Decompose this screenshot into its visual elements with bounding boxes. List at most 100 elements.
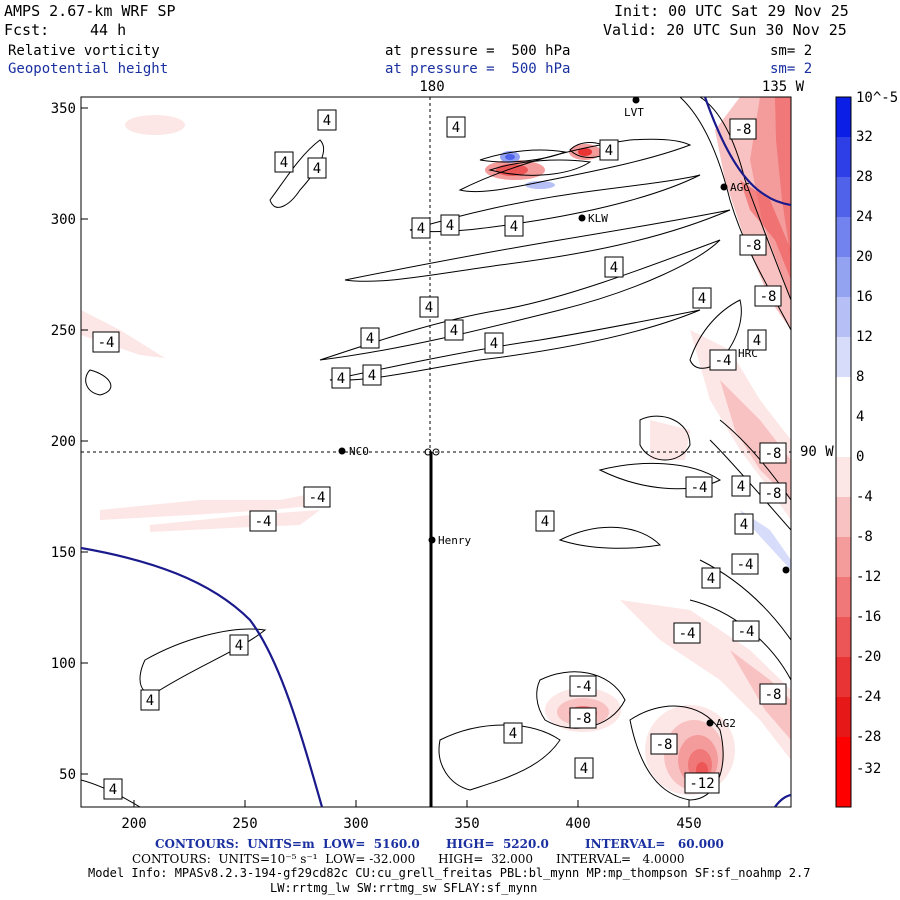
contour-label: 4: [574, 757, 594, 779]
colorbar-swatch: [836, 697, 851, 737]
station-marker: [632, 96, 640, 104]
contour-label: -4: [732, 620, 760, 642]
colorbar-swatch: [836, 217, 851, 257]
contour-label: 4: [411, 217, 431, 239]
contour-label: 4: [331, 367, 351, 389]
contour-label: 4: [734, 513, 754, 535]
station-label: AG2: [716, 717, 736, 730]
svg-text:4: 4: [337, 371, 345, 387]
contour-label: 4: [444, 319, 464, 341]
y-tick-label: 50: [59, 767, 76, 783]
colorbar-label: -20: [856, 649, 881, 665]
contour-label: -4: [303, 486, 331, 508]
svg-text:4: 4: [605, 143, 613, 159]
svg-text:4: 4: [510, 219, 518, 235]
y-tick-label: 100: [51, 656, 76, 672]
contour-label: -8: [759, 442, 787, 464]
svg-text:4: 4: [417, 221, 425, 237]
contour-label: -4: [92, 331, 120, 353]
contour-label: -4: [249, 510, 277, 532]
contour-label: 4: [504, 215, 524, 237]
x-tick-label: 300: [343, 816, 368, 832]
x-tick-label: 200: [121, 816, 146, 832]
svg-text:-8: -8: [735, 122, 752, 138]
colorbar-label: 12: [856, 329, 873, 345]
station-label: Henry: [438, 534, 471, 547]
colorbar-swatch: [836, 737, 851, 807]
y-tick-label: 200: [51, 434, 76, 450]
grid-lines: [81, 97, 791, 453]
contour-label: 4: [140, 689, 160, 711]
contour-label: 4: [360, 327, 380, 349]
svg-text:-8: -8: [575, 711, 592, 727]
station-marker: [782, 566, 790, 574]
svg-text:4: 4: [146, 693, 154, 709]
station-label: LVT: [624, 106, 644, 119]
svg-text:4: 4: [368, 368, 376, 384]
field1-smoothing: sm= 2: [770, 43, 813, 59]
contour-label: 4: [535, 510, 555, 532]
contour-label: -4: [685, 476, 713, 498]
x-axis-labels: 200 250 300 350 400 450: [121, 816, 701, 832]
svg-text:4: 4: [109, 782, 117, 798]
svg-text:4: 4: [580, 761, 588, 777]
station-label: NCO: [349, 445, 369, 458]
colorbar-swatch: [836, 297, 851, 337]
contour-label: 4: [103, 778, 123, 800]
contour-label: 4: [446, 116, 466, 138]
meridian-90w-label: 90 W: [800, 444, 834, 460]
colorbar-label: 20: [856, 249, 873, 265]
contour-label: -4: [709, 349, 737, 371]
svg-text:4: 4: [313, 161, 321, 177]
svg-text:4: 4: [452, 120, 460, 136]
x-tick-label: 350: [454, 816, 479, 832]
colorbar-label: 8: [856, 369, 864, 385]
colorbar-swatch: [836, 137, 851, 177]
contour-label: 4: [440, 214, 460, 236]
contour-label: 4: [503, 722, 523, 744]
svg-text:4: 4: [509, 726, 517, 742]
grid-marker: [424, 448, 432, 456]
vorticity-shading: [81, 97, 791, 795]
field1-level: at pressure = 500 hPa: [385, 43, 571, 59]
station-marker: [338, 447, 346, 455]
svg-text:4: 4: [366, 331, 374, 347]
contour-label: 4: [692, 287, 712, 309]
footer-height-contours: CONTOURS: UNITS=m LOW= 5160.0: [155, 837, 420, 851]
field2-smoothing: sm= 2: [770, 61, 813, 77]
contour-label: 4: [419, 296, 439, 318]
svg-text:-4: -4: [715, 353, 732, 369]
station-marker: [706, 719, 714, 727]
contour-label: 4: [274, 151, 294, 173]
svg-text:-4: -4: [737, 557, 754, 573]
svg-text:4: 4: [740, 517, 748, 533]
contour-label: -4: [569, 675, 597, 697]
station-marker: [720, 183, 728, 191]
colorbar-label: 0: [856, 449, 864, 465]
meridian-135w-label: 135 W: [762, 79, 805, 95]
meridian-180-label: 180: [419, 79, 444, 95]
footer-vorticity-contours: CONTOURS: UNITS=10⁻⁵ s⁻¹ LOW= -32.000 HI…: [132, 852, 685, 866]
contour-label: -12: [684, 772, 720, 794]
footer-height-interval: INTERVAL= 60.000: [585, 837, 724, 851]
valid-time: Valid: 20 UTC Sun 30 Nov 25: [603, 21, 847, 39]
y-tick-label: 350: [51, 101, 76, 117]
colorbar-swatch: [836, 377, 851, 457]
station-label: KLW: [588, 212, 608, 225]
footer-model-info: Model Info: MPASv8.2.3-194-gf29cd82c CU:…: [88, 866, 811, 880]
colorbar-swatch: [836, 177, 851, 217]
colorbar-label: 28: [856, 169, 873, 185]
x-tick-label: 400: [565, 816, 590, 832]
svg-text:4: 4: [541, 514, 549, 530]
colorbar-label: -32: [856, 761, 881, 777]
colorbar-label: -12: [856, 569, 881, 585]
x-tick-label: 250: [232, 816, 257, 832]
svg-text:4: 4: [450, 323, 458, 339]
svg-text:4: 4: [280, 155, 288, 171]
svg-text:-8: -8: [765, 486, 782, 502]
svg-text:4: 4: [446, 218, 454, 234]
colorbar: 10^-5 s^-1 32 28 24 20 16 12 8 4 0 -4 -8…: [835, 90, 900, 808]
colorbar-label: 32: [856, 129, 873, 145]
colorbar-label: -24: [856, 689, 881, 705]
colorbar-label: 4: [856, 409, 864, 425]
